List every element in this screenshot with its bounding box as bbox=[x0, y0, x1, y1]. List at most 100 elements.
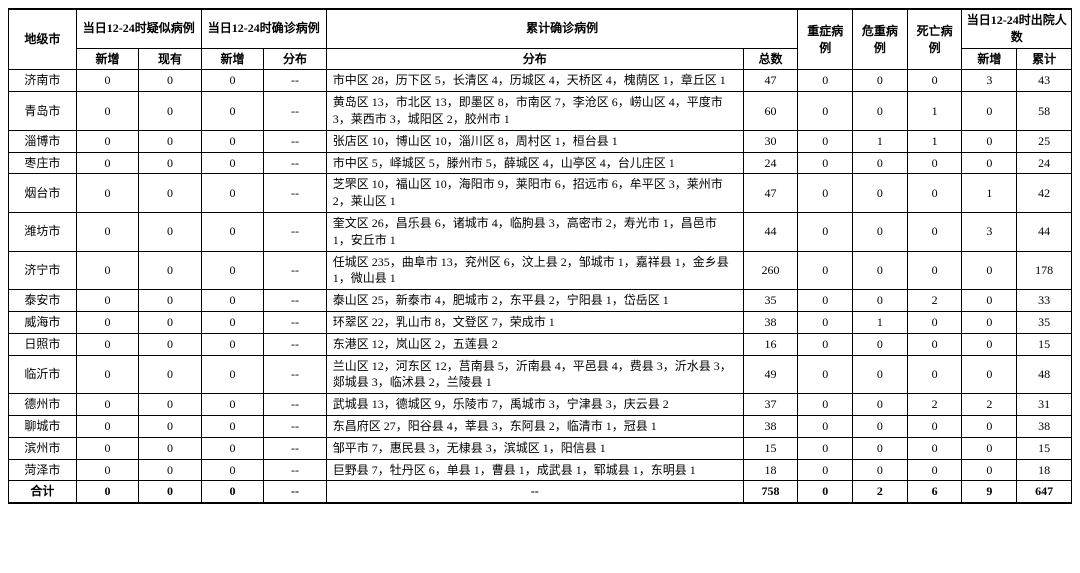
total-cell: 35 bbox=[743, 290, 798, 312]
total-cell: 47 bbox=[743, 70, 798, 92]
death-cell: 1 bbox=[907, 92, 962, 131]
city-cell: 青岛市 bbox=[9, 92, 77, 131]
num-cell: -- bbox=[264, 70, 327, 92]
discharge-new-cell: 2 bbox=[962, 394, 1017, 416]
table-row: 合计000----7580269647 bbox=[9, 481, 1072, 503]
discharge-new-cell: 0 bbox=[962, 311, 1017, 333]
hdr-city: 地级市 bbox=[9, 9, 77, 70]
table-header: 地级市 当日12-24时疑似病例 当日12-24时确诊病例 累计确诊病例 重症病… bbox=[9, 9, 1072, 70]
table-row: 青岛市000--黄岛区 13，市北区 13，即墨区 8，市南区 7，李沧区 6，… bbox=[9, 92, 1072, 131]
num-cell: -- bbox=[264, 481, 327, 503]
num-cell: 0 bbox=[139, 212, 202, 251]
num-cell: 0 bbox=[76, 333, 139, 355]
severe-cell: 0 bbox=[798, 92, 853, 131]
distribution-cell: 黄岛区 13，市北区 13，即墨区 8，市南区 7，李沧区 6，崂山区 4，平度… bbox=[326, 92, 743, 131]
discharge-cum-cell: 647 bbox=[1017, 481, 1072, 503]
city-cell: 济南市 bbox=[9, 70, 77, 92]
total-cell: 18 bbox=[743, 459, 798, 481]
num-cell: 0 bbox=[139, 481, 202, 503]
distribution-cell: 环翠区 22，乳山市 8，文登区 7，荣成市 1 bbox=[326, 311, 743, 333]
num-cell: 0 bbox=[76, 394, 139, 416]
discharge-cum-cell: 24 bbox=[1017, 152, 1072, 174]
discharge-new-cell: 0 bbox=[962, 437, 1017, 459]
total-cell: 47 bbox=[743, 174, 798, 213]
table-row: 临沂市000--兰山区 12，河东区 12，莒南县 5，沂南县 4，平邑县 4，… bbox=[9, 355, 1072, 394]
table-row: 滨州市000--邹平市 7，惠民县 3，无棣县 3，滨城区 1，阳信县 1150… bbox=[9, 437, 1072, 459]
discharge-cum-cell: 35 bbox=[1017, 311, 1072, 333]
table-row: 威海市000--环翠区 22，乳山市 8，文登区 7，荣成市 138010035 bbox=[9, 311, 1072, 333]
discharge-cum-cell: 18 bbox=[1017, 459, 1072, 481]
num-cell: -- bbox=[264, 394, 327, 416]
discharge-new-cell: 0 bbox=[962, 415, 1017, 437]
num-cell: 0 bbox=[201, 415, 264, 437]
table-body: 济南市000--市中区 28，历下区 5，长清区 4，历城区 4，天桥区 4，槐… bbox=[9, 70, 1072, 503]
total-cell: 49 bbox=[743, 355, 798, 394]
discharge-new-cell: 0 bbox=[962, 130, 1017, 152]
city-cell: 济宁市 bbox=[9, 251, 77, 290]
num-cell: -- bbox=[264, 130, 327, 152]
num-cell: 0 bbox=[76, 355, 139, 394]
severe-cell: 0 bbox=[798, 415, 853, 437]
discharge-new-cell: 3 bbox=[962, 212, 1017, 251]
death-cell: 2 bbox=[907, 394, 962, 416]
city-cell: 滨州市 bbox=[9, 437, 77, 459]
death-cell: 0 bbox=[907, 212, 962, 251]
num-cell: 0 bbox=[201, 394, 264, 416]
severe-cell: 0 bbox=[798, 394, 853, 416]
death-cell: 0 bbox=[907, 152, 962, 174]
num-cell: 0 bbox=[76, 174, 139, 213]
distribution-cell: 兰山区 12，河东区 12，莒南县 5，沂南县 4，平邑县 4，费县 3，沂水县… bbox=[326, 355, 743, 394]
death-cell: 0 bbox=[907, 437, 962, 459]
distribution-cell: 武城县 13，德城区 9，乐陵市 7，禹城市 3，宁津县 3，庆云县 2 bbox=[326, 394, 743, 416]
table-row: 菏泽市000--巨野县 7，牡丹区 6，单县 1，曹县 1，成武县 1，郓城县 … bbox=[9, 459, 1072, 481]
num-cell: 0 bbox=[76, 290, 139, 312]
city-cell: 枣庄市 bbox=[9, 152, 77, 174]
distribution-cell: -- bbox=[326, 481, 743, 503]
num-cell: 0 bbox=[201, 459, 264, 481]
table-row: 济宁市000--任城区 235，曲阜市 13，兖州区 6，汶上县 2，邹城市 1… bbox=[9, 251, 1072, 290]
table-row: 聊城市000--东昌府区 27，阳谷县 4，莘县 3，东阿县 2，临清市 1，冠… bbox=[9, 415, 1072, 437]
discharge-new-cell: 3 bbox=[962, 70, 1017, 92]
num-cell: -- bbox=[264, 152, 327, 174]
death-cell: 0 bbox=[907, 355, 962, 394]
severe-cell: 0 bbox=[798, 437, 853, 459]
discharge-cum-cell: 42 bbox=[1017, 174, 1072, 213]
discharge-cum-cell: 48 bbox=[1017, 355, 1072, 394]
num-cell: -- bbox=[264, 290, 327, 312]
num-cell: 0 bbox=[139, 333, 202, 355]
num-cell: 0 bbox=[76, 92, 139, 131]
table-row: 日照市000--东港区 12，岚山区 2，五莲县 216000015 bbox=[9, 333, 1072, 355]
distribution-cell: 芝罘区 10，福山区 10，海阳市 9，莱阳市 6，招远市 6，牟平区 3，莱州… bbox=[326, 174, 743, 213]
severe-cell: 0 bbox=[798, 333, 853, 355]
distribution-cell: 市中区 5，峄城区 5，滕州市 5，薛城区 4，山亭区 4，台儿庄区 1 bbox=[326, 152, 743, 174]
discharge-new-cell: 1 bbox=[962, 174, 1017, 213]
critical-cell: 0 bbox=[853, 70, 908, 92]
total-cell: 15 bbox=[743, 437, 798, 459]
num-cell: 0 bbox=[139, 70, 202, 92]
discharge-new-cell: 0 bbox=[962, 459, 1017, 481]
severe-cell: 0 bbox=[798, 212, 853, 251]
num-cell: 0 bbox=[201, 290, 264, 312]
critical-cell: 0 bbox=[853, 290, 908, 312]
num-cell: 0 bbox=[76, 311, 139, 333]
num-cell: 0 bbox=[76, 459, 139, 481]
num-cell: 0 bbox=[201, 355, 264, 394]
hdr-cumulative: 累计确诊病例 bbox=[326, 9, 798, 48]
num-cell: -- bbox=[264, 333, 327, 355]
hdr-severe: 重症病例 bbox=[798, 9, 853, 70]
city-cell: 聊城市 bbox=[9, 415, 77, 437]
discharge-cum-cell: 33 bbox=[1017, 290, 1072, 312]
num-cell: 0 bbox=[139, 174, 202, 213]
hdr-s-ex: 现有 bbox=[139, 48, 202, 70]
city-cell: 淄博市 bbox=[9, 130, 77, 152]
hdr-d-new: 新增 bbox=[962, 48, 1017, 70]
hdr-death: 死亡病例 bbox=[907, 9, 962, 70]
num-cell: 0 bbox=[139, 394, 202, 416]
critical-cell: 0 bbox=[853, 355, 908, 394]
critical-cell: 0 bbox=[853, 251, 908, 290]
critical-cell: 0 bbox=[853, 152, 908, 174]
table-row: 泰安市000--泰山区 25，新泰市 4，肥城市 2，东平县 2，宁阳县 1，岱… bbox=[9, 290, 1072, 312]
discharge-new-cell: 0 bbox=[962, 290, 1017, 312]
num-cell: 0 bbox=[201, 311, 264, 333]
city-cell: 威海市 bbox=[9, 311, 77, 333]
